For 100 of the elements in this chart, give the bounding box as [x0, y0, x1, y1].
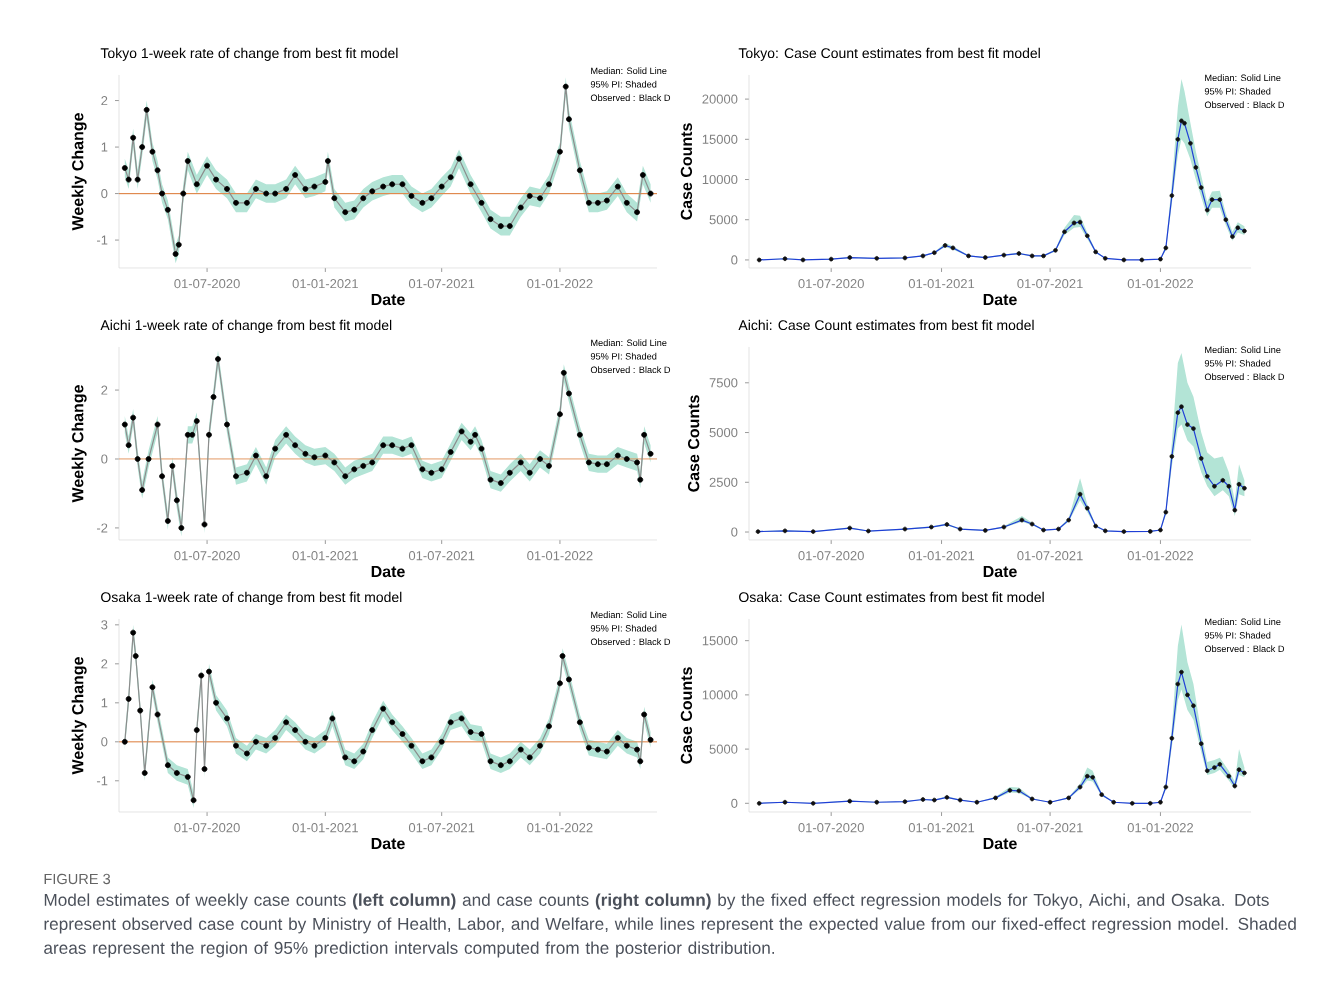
point	[1209, 197, 1215, 202]
x-tick-label: 01-01-2021	[292, 551, 358, 561]
point	[1129, 801, 1135, 806]
point	[1175, 410, 1181, 415]
point	[1066, 517, 1071, 523]
point	[1236, 481, 1242, 487]
point	[847, 255, 853, 260]
x-axis-title: Date	[983, 293, 1017, 306]
point	[866, 528, 871, 534]
point	[1158, 527, 1163, 533]
text: Model estimates of weekly case counts (left column) and case counts (right column) by the fixed effect regression models for Tokyo, Aichi, and Osaka. Dots represent observed case count by Ministry of Health, Labor, and Welfare, while lines represent the expected value from our fixed-effect regression model. Shaded areas represent the region of 95% prediction intervals computed from the posterior distribution.	[44, 893, 1296, 958]
point	[1198, 456, 1204, 461]
point	[1242, 228, 1247, 234]
x-tick-label: 01-07-2021	[408, 279, 475, 289]
point	[1111, 799, 1116, 805]
point	[966, 253, 971, 259]
point	[1198, 185, 1204, 190]
y-axis-title: Case Counts	[680, 123, 693, 220]
annotation: Observed : Black D	[590, 94, 671, 102]
point	[1019, 517, 1025, 523]
x-tick-label: 01-01-2021	[908, 279, 975, 289]
point	[902, 255, 908, 261]
annotation: Observed : Black D	[590, 638, 671, 646]
point	[810, 529, 816, 534]
x-tick-label: 01-07-2020	[798, 551, 864, 561]
point	[1226, 483, 1232, 489]
point	[1223, 217, 1229, 223]
x-tick-label: 01-01-2022	[527, 551, 593, 561]
point	[1185, 692, 1190, 698]
chart-title: Tokyo 1-week rate of change from best fit model	[100, 47, 398, 61]
point	[1212, 765, 1217, 770]
point	[1169, 735, 1175, 741]
point	[1163, 245, 1169, 251]
annotation: Observed : Black D	[1204, 101, 1285, 109]
point	[1204, 768, 1210, 774]
text: Median: Solid Line	[591, 339, 667, 347]
point	[1066, 795, 1071, 801]
y-tick-label: 5000	[709, 744, 738, 754]
annotation: Median: Solid Line	[1205, 346, 1281, 354]
x-tick-label: 01-07-2020	[798, 279, 864, 289]
y-tick-label: 10000	[702, 174, 738, 185]
y-tick-label: 2	[101, 385, 108, 395]
point	[1016, 251, 1022, 256]
point	[932, 250, 937, 256]
chart-title: Osaka: Case Count estimates from best fit model	[739, 591, 1044, 603]
y-tick-label: 15000	[702, 134, 738, 144]
x-tick-label: 01-01-2022	[527, 279, 593, 289]
x-tick-label: 01-07-2021	[1017, 279, 1083, 289]
point	[944, 795, 950, 800]
x-tick-label: 01-07-2021	[408, 551, 475, 561]
point	[932, 797, 937, 803]
point	[1029, 253, 1035, 259]
point	[1041, 253, 1046, 259]
point	[1016, 788, 1022, 794]
point	[993, 795, 998, 801]
point	[800, 257, 806, 263]
point	[1007, 788, 1013, 793]
point	[847, 798, 853, 804]
y-axis-title: Weekly Change	[71, 385, 87, 503]
annotation: 95% PI: Shaded	[1204, 87, 1271, 95]
point	[1102, 256, 1108, 261]
point	[1217, 761, 1223, 767]
point	[1093, 249, 1098, 255]
y-tick-label: -1	[96, 776, 108, 786]
annotation: Observed : Black D	[1204, 645, 1285, 653]
point	[1212, 483, 1217, 489]
x-tick-label: 01-01-2022	[1127, 823, 1194, 833]
point	[1230, 234, 1235, 239]
chart-title: Aichi 1-week rate of change from best fit model	[100, 319, 392, 333]
point	[950, 245, 956, 251]
y-tick-label: 5000	[709, 215, 738, 225]
point	[874, 799, 880, 805]
point	[1053, 247, 1058, 253]
point	[1041, 527, 1046, 533]
text: FIGURE 3	[44, 873, 111, 885]
point	[1121, 257, 1127, 263]
x-axis-title: Date	[371, 565, 405, 578]
point	[1071, 220, 1077, 226]
point	[1062, 229, 1067, 235]
point	[974, 799, 980, 805]
annotation: 95% PI: Shaded	[1204, 359, 1271, 367]
x-tick-label: 01-07-2020	[174, 823, 240, 833]
x-tick-label: 01-01-2021	[292, 279, 358, 289]
y-tick-label: -2	[96, 523, 108, 533]
x-tick-label: 01-01-2021	[908, 823, 975, 833]
point	[1185, 422, 1190, 427]
point	[1084, 233, 1090, 239]
point	[1163, 784, 1169, 790]
point	[1226, 773, 1232, 779]
x-axis-title: Date	[371, 837, 405, 850]
y-tick-label: -1	[96, 235, 108, 245]
x-tick-label: 01-01-2022	[527, 823, 593, 833]
x-tick-label: 01-07-2020	[798, 823, 864, 833]
point	[1093, 523, 1098, 529]
y-tick-label: 15000	[702, 636, 738, 646]
y-tick-label: 1	[101, 142, 108, 152]
x-axis-title: Date	[371, 293, 405, 306]
point	[902, 799, 908, 804]
y-tick-label: 0	[101, 737, 108, 747]
point	[1077, 491, 1083, 497]
